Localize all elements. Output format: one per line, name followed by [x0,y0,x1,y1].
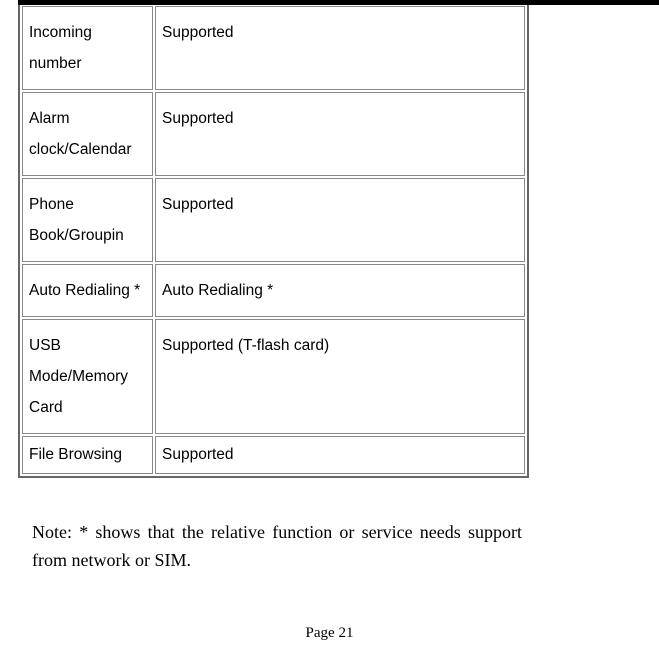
feature-label: File Browsing [22,436,153,474]
table-row: Incoming number Supported [22,6,525,90]
page-number: Page 21 [0,625,659,642]
table-row: USB Mode/Memory Card Supported (T-flash … [22,319,525,434]
table-row: Auto Redialing * Auto Redialing * [22,264,525,317]
feature-value: Supported [155,436,525,474]
feature-value: Supported [155,178,525,262]
table-row: Alarm clock/Calendar Supported [22,92,525,176]
feature-label: Incoming number [22,6,153,90]
page-content: Incoming number Supported Alarm clock/Ca… [0,0,659,575]
page-top-border [18,0,659,5]
feature-label: Alarm clock/Calendar [22,92,153,176]
footnote: Note: * shows that the relative function… [32,518,522,576]
spec-table: Incoming number Supported Alarm clock/Ca… [18,2,529,478]
feature-label: Auto Redialing * [22,264,153,317]
feature-value: Auto Redialing * [155,264,525,317]
feature-value: Supported [155,6,525,90]
feature-value: Supported (T-flash card) [155,319,525,434]
table-row: Phone Book/Groupin Supported [22,178,525,262]
feature-value: Supported [155,92,525,176]
table-row: File Browsing Supported [22,436,525,474]
feature-label: Phone Book/Groupin [22,178,153,262]
feature-label: USB Mode/Memory Card [22,319,153,434]
